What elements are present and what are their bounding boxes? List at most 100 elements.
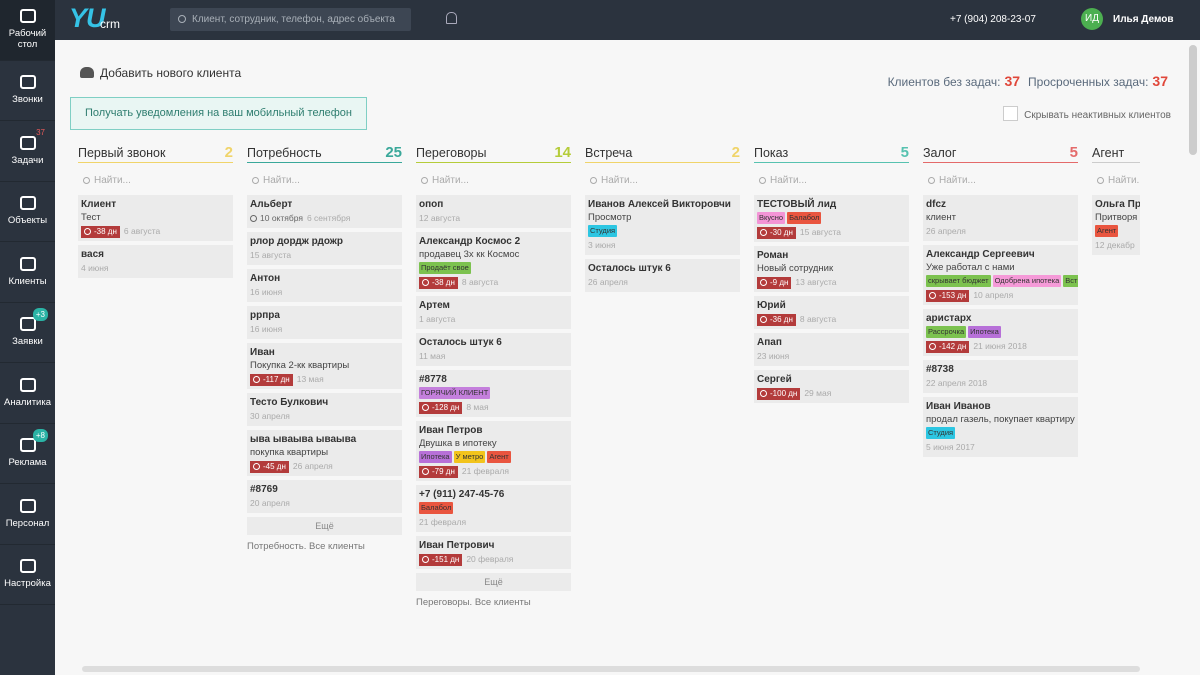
- column-footer-link[interactable]: Переговоры. Все клиенты: [416, 597, 531, 608]
- client-card[interactable]: рлор дордж рдожр 15 августа: [247, 232, 402, 265]
- column-search[interactable]: Найти...: [416, 171, 571, 191]
- client-name: #8769: [250, 484, 278, 495]
- nav-item[interactable]: Заявки +3: [0, 303, 55, 363]
- tag: Ипотека: [968, 326, 1001, 338]
- more-button[interactable]: Ещё: [416, 573, 571, 591]
- client-card[interactable]: Роман Новый сотрудник -9 дн 13 августа: [754, 246, 909, 292]
- logo[interactable]: YU: [69, 3, 106, 33]
- client-card[interactable]: Иван Петрович -151 дн 20 февраля: [416, 536, 571, 569]
- client-card[interactable]: Иванов Алексей Викторовчи Просмотр Студия 3…: [585, 195, 740, 255]
- column-search[interactable]: Найти...: [78, 171, 233, 191]
- tag: Агент: [1095, 225, 1119, 237]
- client-card[interactable]: Ольга Пр Притворя все разузн Агент 12 декаб…: [1092, 195, 1140, 255]
- vertical-scrollbar[interactable]: [1189, 45, 1197, 155]
- no-tasks-count[interactable]: 37: [1004, 73, 1021, 89]
- tags: Продаёт свое: [419, 261, 568, 275]
- client-card[interactable]: аристарх Рассрочка Ипотека -142 дн 21 июня 2…: [923, 309, 1078, 356]
- client-card[interactable]: Юрий -36 дн 8 августа: [754, 296, 909, 329]
- nav-icon: [19, 75, 36, 90]
- client-name: ррпра: [250, 310, 280, 321]
- client-card[interactable]: dfcz клиент 26 апреля: [923, 195, 1078, 241]
- nav-item[interactable]: Звонки: [0, 61, 55, 121]
- client-card[interactable]: #8738 22 апреля 2018: [923, 360, 1078, 393]
- nav-label: Настройка: [4, 578, 51, 590]
- column-search[interactable]: Найти...: [923, 171, 1078, 191]
- tag: Балабол: [419, 502, 454, 514]
- nav-icon: [19, 196, 36, 211]
- phone: +7 (904) 208-23-07: [950, 14, 1036, 25]
- client-card[interactable]: Апап 23 июня: [754, 333, 909, 366]
- client-card[interactable]: ТЕСТОВЫЙ лид Вкусно Балабол -30 дн 15 август…: [754, 195, 909, 242]
- nav-item[interactable]: Настройка: [0, 545, 55, 605]
- overdue-label: Просроченных задач:: [1028, 75, 1149, 89]
- client-card[interactable]: Александр Космос 2 продавец 3х кк Космос П…: [416, 232, 571, 292]
- client-card[interactable]: Иван Иванов продал газель, покупает кварт…: [923, 397, 1078, 457]
- client-name: Иван: [250, 347, 275, 358]
- tag: Балабол: [787, 212, 822, 224]
- client-card[interactable]: Осталось штук 6 11 мая: [416, 333, 571, 366]
- tag: Продаёт свое: [419, 262, 471, 274]
- client-card[interactable]: Альберт 10 октября 6 сентября: [247, 195, 402, 228]
- nav-label: Задачи: [11, 154, 44, 166]
- more-button[interactable]: Ещё: [247, 517, 402, 535]
- client-card[interactable]: Тесто Булкович 30 апреля: [247, 393, 402, 426]
- client-card[interactable]: вася 4 июня: [78, 245, 233, 278]
- nav-item[interactable]: Реклама +8: [0, 424, 55, 484]
- card-meta: -38 дн 8 августа: [419, 276, 568, 289]
- date: 16 июня: [250, 287, 283, 297]
- client-name: Антон: [250, 273, 281, 284]
- column-count: 14: [554, 144, 571, 161]
- overdue-badge: -100 дн: [757, 388, 801, 400]
- column-footer-link[interactable]: Потребность. Все клиенты: [247, 541, 365, 552]
- overdue-badge: -36 дн: [757, 314, 796, 326]
- client-card[interactable]: Артем 1 августа: [416, 296, 571, 329]
- column-search[interactable]: Найти...: [585, 171, 740, 191]
- nav-icon: [19, 256, 36, 271]
- tags: Студия: [588, 224, 737, 238]
- client-card[interactable]: опоп 12 августа: [416, 195, 571, 228]
- tag: Агент: [487, 451, 511, 463]
- nav-item[interactable]: Персонал: [0, 484, 55, 545]
- date: 26 апреля: [588, 277, 628, 287]
- notify-button[interactable]: Получать уведомления на ваш мобильный те…: [70, 97, 367, 130]
- overdue-count[interactable]: 37: [1152, 73, 1168, 89]
- client-card[interactable]: Александр Сергеевич Уже работал с нами скр…: [923, 245, 1078, 305]
- client-card[interactable]: Антон 16 июня: [247, 269, 402, 302]
- client-card[interactable]: Иван Покупка 2-кк квартиры -117 дн 13 мая: [247, 343, 402, 389]
- card-meta: 4 июня: [81, 262, 230, 275]
- column: Первый звонок 2 Найти... Клиент Тест -38 дн 6 …: [78, 143, 233, 278]
- nav-item[interactable]: Клиенты: [0, 242, 55, 303]
- column-header: Показ 5: [754, 143, 909, 163]
- client-card[interactable]: #8778 ГОРЯЧИЙ КЛИЕНТ -128 дн 8 мая: [416, 370, 571, 417]
- nav-item[interactable]: Рабочий стол: [0, 0, 55, 61]
- hide-inactive-checkbox[interactable]: Скрывать неактивных клиентов: [1003, 106, 1171, 121]
- client-card[interactable]: Сергей -100 дн 29 мая: [754, 370, 909, 403]
- add-client[interactable]: Добавить нового клиента: [80, 66, 241, 80]
- nav-item[interactable]: Аналитика: [0, 363, 55, 424]
- notifications-icon[interactable]: [446, 12, 457, 24]
- client-card[interactable]: Клиент Тест -38 дн 6 августа: [78, 195, 233, 241]
- avatar[interactable]: ИД: [1081, 8, 1103, 30]
- date: 30 апреля: [250, 411, 290, 421]
- search-box[interactable]: Клиент, сотрудник, телефон, адрес объект…: [170, 8, 411, 31]
- nav-item[interactable]: Объекты: [0, 182, 55, 242]
- overdue-badge: -79 дн: [419, 466, 458, 478]
- client-card[interactable]: Осталось штук 6 26 апреля: [585, 259, 740, 292]
- client-name: вася: [81, 249, 104, 260]
- column-search[interactable]: Найти...: [247, 171, 402, 191]
- client-card[interactable]: +7 (911) 247-45-76 Балабол 21 февраля: [416, 485, 571, 532]
- horizontal-scrollbar[interactable]: [82, 666, 1140, 672]
- client-card[interactable]: #8769 20 апреля: [247, 480, 402, 513]
- card-meta: 22 апреля 2018: [926, 377, 1075, 390]
- column-search[interactable]: Найти...: [754, 171, 909, 191]
- nav-item[interactable]: Задачи 37: [0, 121, 55, 182]
- client-card[interactable]: Иван Петров Двушка в ипотеку Ипотека У метр…: [416, 421, 571, 481]
- nav-badge: +8: [32, 428, 48, 442]
- column-search[interactable]: Найти...: [1092, 171, 1140, 191]
- client-name: Иванов Алексей Викторовчи: [588, 199, 731, 210]
- user-name[interactable]: Илья Демов: [1113, 14, 1174, 25]
- client-name: Тесто Булкович: [250, 397, 329, 408]
- client-card[interactable]: ррпра 16 июня: [247, 306, 402, 339]
- date: 21 февраля: [461, 466, 509, 476]
- client-card[interactable]: ыва ываыва ываыва покупка квартиры -45 дн 2…: [247, 430, 402, 476]
